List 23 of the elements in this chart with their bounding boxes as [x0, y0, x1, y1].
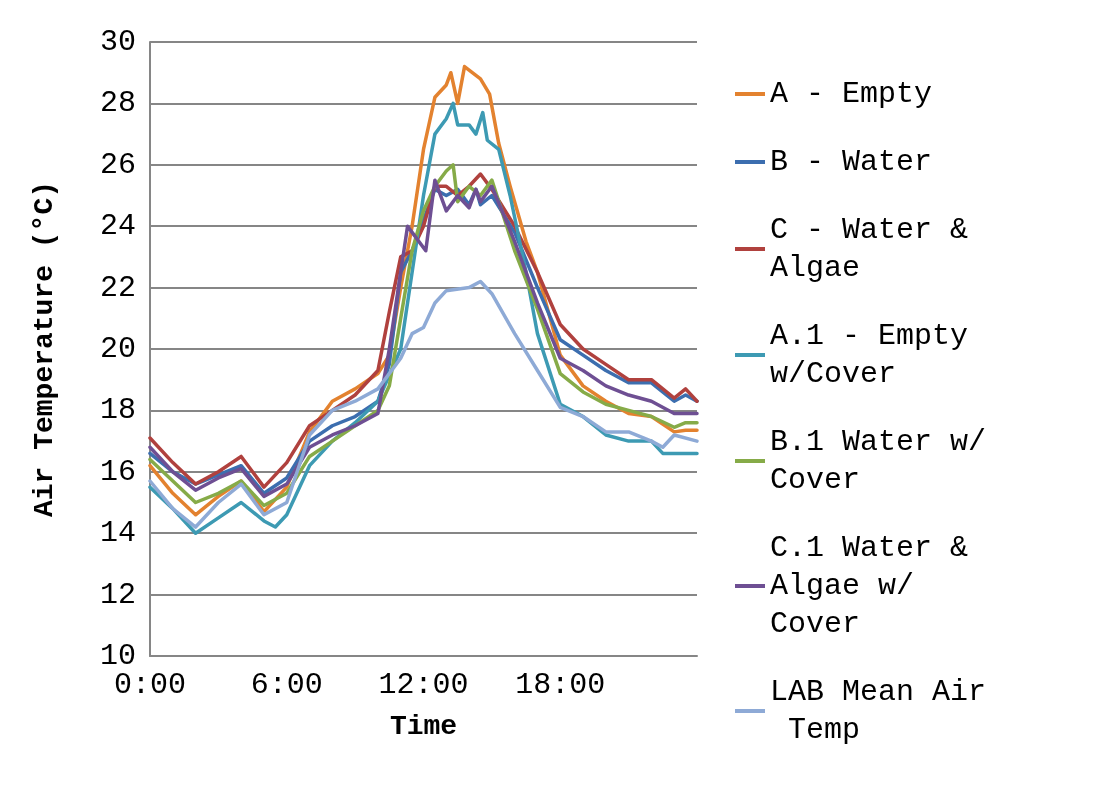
- x-axis-title: Time: [389, 710, 458, 742]
- y-tick-label: 12: [99, 577, 136, 612]
- y-tick-label: 16: [99, 454, 136, 489]
- y-tick-label: 26: [99, 147, 136, 182]
- legend-label: B.1 Water w/Cover: [770, 425, 987, 497]
- line-series: [148, 279, 699, 529]
- y-tick-label: 22: [99, 270, 136, 305]
- y-tick-label: 14: [99, 516, 136, 551]
- y-tick-label: 20: [99, 332, 136, 366]
- y-tick-label: 18: [99, 393, 136, 428]
- y-tick-label: 28: [99, 86, 136, 121]
- legend-label: C.1 Water & Algae w/Cover: [770, 531, 987, 641]
- y-tick-label: 24: [99, 209, 136, 244]
- x-tick-label: 18:00: [515, 668, 606, 702]
- y-axis-title: Air Temperature (°C): [28, 180, 60, 518]
- legend-label: A - Empty: [770, 77, 933, 111]
- legend-label: LAB Mean Air Temp: [770, 675, 987, 747]
- x-tick-label: 6:00: [250, 668, 323, 702]
- legend-label: B - Water: [770, 145, 933, 179]
- y-tick-label: 30: [99, 25, 136, 59]
- x-tick-label: 12:00: [378, 668, 469, 702]
- legend-label: A.1 - Empty w/Cover: [770, 319, 987, 391]
- legend-label: C - Water & Algae: [770, 213, 987, 285]
